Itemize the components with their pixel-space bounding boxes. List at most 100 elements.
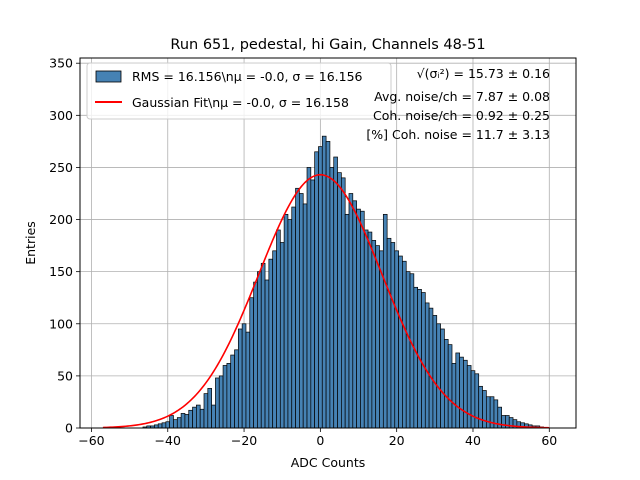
histogram-bar [180,413,186,429]
histogram-bar [463,359,468,429]
histogram-bar [382,213,388,429]
legend: RMS = 16.156\nμ = -0.0, σ = 16.156 Gauss… [86,62,392,120]
x-tick-label: 0 [316,433,324,448]
histogram-bar [405,271,411,429]
histogram-bar [176,417,182,429]
legend-histogram-swatch [95,70,122,83]
histogram-bar [260,262,266,429]
histogram-bar [333,156,338,429]
y-tick-label: 100 [49,316,73,331]
histogram-bar [337,172,342,429]
axes-frame [79,57,577,429]
x-tick-label: 40 [465,433,481,448]
y-tick-label: 350 [49,56,73,71]
histogram-bar [173,419,178,429]
histogram-bar [344,213,350,429]
histogram-bar [375,245,380,429]
histogram-bar [478,385,483,429]
histogram-bar [276,229,281,429]
histogram-bar [329,167,335,429]
histogram-bar [501,415,506,429]
histogram-bar [321,135,327,429]
annotation-sigma-total: √(σᵢ²) = 15.73 ± 0.16 [417,66,550,81]
histogram-bar [226,363,232,429]
histogram-bar [413,286,419,429]
x-axis-ticks: −60 −40 −20 0 20 40 60 [78,428,557,448]
histogram-bar [287,219,293,429]
annotation-coh-noise: Coh. noise/ch = 0.92 ± 0.25 [373,108,550,123]
histogram-bar [199,408,205,429]
histogram-bar [184,414,190,429]
histogram-bar [299,193,304,429]
y-tick-label: 250 [49,160,73,175]
histogram-bar [230,354,235,429]
x-axis-label: ADC Counts [291,455,366,470]
y-tick-label: 50 [57,368,73,383]
histogram-bar [325,141,331,429]
histogram-bar [447,344,453,429]
histogram-bar [470,370,476,429]
y-axis-ticks: 0 50 100 150 200 250 300 350 [49,56,80,436]
histogram-bar [161,422,167,429]
x-tick-label: −60 [78,433,104,448]
histogram-bar [314,151,319,429]
x-tick-label: −20 [231,433,257,448]
histogram-bar [291,206,296,429]
histogram-bar [253,281,258,429]
legend-entry-gaussian-fit: Gaussian Fit\nμ = -0.0, σ = 16.158 [132,95,349,110]
y-tick-label: 0 [65,421,73,436]
chart-title: Run 651, pedestal, hi Gain, Channels 48-… [170,37,485,53]
histogram-bar [485,396,491,429]
histogram-bar [444,339,449,429]
histogram-bar [306,167,312,429]
annotation-coh-noise-percent: [%] Coh. noise = 11.7 ± 3.13 [366,127,550,142]
y-tick-label: 300 [49,108,73,123]
histogram-bar [188,409,193,429]
histogram-bar [241,323,247,429]
histogram-bar [272,250,277,429]
histogram-bar [264,279,270,429]
histogram-bar [424,302,430,429]
legend-box [86,62,392,120]
histogram-bar [165,421,171,429]
histogram-bar [474,373,480,429]
histogram-bar [482,390,487,429]
x-tick-label: −40 [155,433,181,448]
y-tick-label: 150 [49,264,73,279]
histogram-bar [192,406,197,429]
histogram-bar [390,242,396,429]
histogram-bar [249,297,254,429]
gaussian-fit-line [102,173,550,429]
histogram-bar [169,415,174,429]
histogram-bar [234,349,239,429]
x-tick-label: 20 [389,433,405,448]
histogram-bar [157,423,163,429]
histogram-bar [283,213,289,429]
histogram-bar [279,242,285,429]
histogram-bar [360,210,365,429]
histogram-bar [302,203,308,429]
histogram-bar [295,187,300,429]
histogram-bar [245,331,251,429]
y-tick-label: 200 [49,212,73,227]
histogram-bar [394,250,399,429]
histogram-bar [371,240,377,429]
histogram-bar [268,258,274,429]
histogram-bar [367,231,373,429]
histogram-bar [196,404,201,429]
histogram-bar [455,352,460,429]
histogram-bar [409,273,415,429]
histogram-bar [363,229,369,429]
histogram-bar [440,328,445,429]
histogram-bar [218,375,224,429]
histogram-bar [348,193,354,429]
histogram-bar [451,363,457,429]
histogram-bar [237,328,243,429]
annotation-avg-noise: Avg. noise/ch = 7.87 ± 0.08 [374,89,550,104]
histogram-bar [211,404,216,429]
y-axis-label: Entries [23,221,38,265]
histogram-bar [386,237,392,429]
histogram-bar [356,208,361,429]
annotation-block: √(σᵢ²) = 15.73 ± 0.16 Avg. noise/ch = 7.… [366,66,550,142]
